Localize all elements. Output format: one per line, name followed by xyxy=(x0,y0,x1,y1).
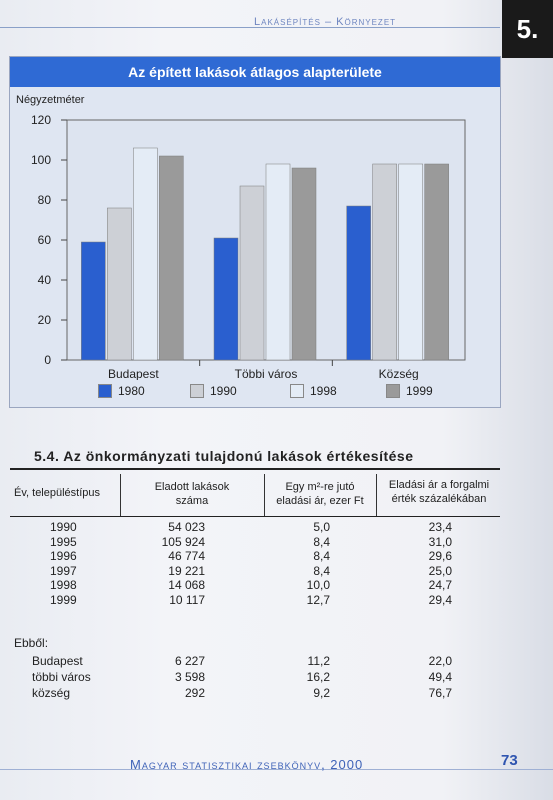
x-category-label: Község xyxy=(379,367,419,380)
col-header-count-line1: Eladott lakások xyxy=(154,481,230,493)
col-divider xyxy=(120,474,121,516)
header-rule xyxy=(0,27,500,28)
legend-label-1980: 1980 xyxy=(118,384,145,398)
row-year: 1998 xyxy=(50,578,77,592)
sub-heading: Ebből: xyxy=(14,636,49,650)
legend-item-1980: 1980 xyxy=(98,384,145,398)
row-year: 1996 xyxy=(50,549,77,563)
table-header-rule xyxy=(10,516,500,517)
bar-1999-0 xyxy=(159,155,184,361)
sub-row-price: 16,2 xyxy=(306,670,330,684)
y-tick-label: 100 xyxy=(31,153,51,167)
sub-row-price: 11,2 xyxy=(307,654,330,668)
row-count: 19 221 xyxy=(168,563,205,578)
x-category-label: Budapest xyxy=(108,367,159,380)
row-year: 1995 xyxy=(50,534,77,549)
y-tick-label: 0 xyxy=(44,353,51,367)
y-tick-label: 40 xyxy=(38,273,52,287)
sub-row-pct: 49,4 xyxy=(428,670,452,684)
col-divider xyxy=(376,474,377,516)
row-price: 8,4 xyxy=(313,549,330,563)
bar-1999-2 xyxy=(424,163,449,361)
col-header-price: Egy m²-re jutó eladási ár, ezer Ft xyxy=(266,480,374,508)
chapter-tab: 5. xyxy=(502,0,553,58)
bar-chart: 0 20 40 60 80 100 120 Budapest Többi város Község xyxy=(31,113,466,380)
bar-1980-2 xyxy=(346,205,371,361)
legend-label-1998: 1998 xyxy=(310,384,337,398)
row-pct: 29,6 xyxy=(428,549,452,563)
row-pct: 29,4 xyxy=(428,592,452,607)
bar-1998-1 xyxy=(265,163,291,361)
bar-1998-0 xyxy=(133,147,158,361)
table-top-rule xyxy=(10,468,500,470)
col-header-price-line2: eladási ár, ezer Ft xyxy=(276,495,364,507)
bar-1990-0 xyxy=(107,207,132,361)
bar-1999-1 xyxy=(291,167,317,361)
row-year: 1997 xyxy=(50,563,77,578)
x-category-label: Többi város xyxy=(235,367,298,380)
sub-row-price: 9,2 xyxy=(313,686,330,700)
row-pct: 24,7 xyxy=(428,578,452,592)
legend-item-1999: 1999 xyxy=(386,384,433,398)
row-count: 54 023 xyxy=(168,520,205,534)
col-header-count-line2: száma xyxy=(175,495,209,507)
row-year: 1999 xyxy=(50,592,77,607)
sub-row-pct: 22,0 xyxy=(428,654,452,668)
sub-row-count: 292 xyxy=(184,686,205,700)
page-number: 73 xyxy=(501,752,518,769)
row-price: 8,4 xyxy=(313,534,330,549)
row-pct: 23,4 xyxy=(428,520,452,534)
sub-row-label: község xyxy=(32,686,71,700)
bar-1990-2 xyxy=(372,163,397,361)
col-divider xyxy=(264,474,265,516)
col-header-price-line1: Egy m²-re jutó xyxy=(285,481,355,493)
bar-1980-1 xyxy=(213,237,239,361)
table-title: 5.4. Az önkormányzati tulajdonú lakások … xyxy=(34,448,414,464)
legend-swatch-1990 xyxy=(190,384,204,398)
row-price: 8,4 xyxy=(313,563,330,578)
bar-1990-1 xyxy=(239,185,265,361)
col-header-pct-line1: Eladási ár a forgalmi xyxy=(388,479,490,491)
running-header: Lakásépítés – Környezet xyxy=(254,16,397,28)
legend-swatch-1998 xyxy=(290,384,304,398)
col-header-pct: Eladási ár a forgalmi érték százalékában xyxy=(378,478,500,506)
col-header-count: Eladott lakások száma xyxy=(122,480,262,508)
row-count: 10 117 xyxy=(169,592,205,607)
sub-row-count: 3 598 xyxy=(174,670,205,684)
legend-label-1990: 1990 xyxy=(210,384,237,398)
row-year: 1990 xyxy=(50,520,77,534)
y-tick-label: 60 xyxy=(38,233,52,247)
sub-row-label: Budapest xyxy=(32,654,83,668)
y-tick-label: 120 xyxy=(31,113,51,127)
y-tick-label: 80 xyxy=(38,193,52,207)
y-axis-unit-label: Négyzetméter xyxy=(16,94,85,106)
row-count: 14 068 xyxy=(168,578,205,592)
row-count: 105 924 xyxy=(161,534,205,549)
legend-swatch-1999 xyxy=(386,384,400,398)
row-price: 10,0 xyxy=(306,578,330,592)
footer-rule xyxy=(0,769,553,770)
row-price: 5,0 xyxy=(313,520,330,534)
sub-row-pct: 76,7 xyxy=(428,686,452,700)
chart-title: Az épített lakások átlagos alapterülete xyxy=(10,57,500,87)
sub-row-count: 6 227 xyxy=(174,654,205,668)
col-header-pct-line2: érték százalékában xyxy=(391,493,487,505)
row-price: 12,7 xyxy=(306,592,330,607)
row-pct: 31,0 xyxy=(428,534,452,549)
y-tick-label: 20 xyxy=(38,313,52,327)
bar-1980-0 xyxy=(81,241,106,361)
sub-row-label: többi város xyxy=(32,670,91,684)
row-count: 46 774 xyxy=(168,549,205,563)
legend-swatch-1980 xyxy=(98,384,112,398)
col-header-year-type: Év, településtípus xyxy=(14,487,101,499)
legend-item-1990: 1990 xyxy=(190,384,237,398)
bar-1998-2 xyxy=(398,163,423,361)
legend-item-1998: 1998 xyxy=(290,384,337,398)
footer-title: Magyar statisztikai zsebkönyv, 2000 xyxy=(130,757,364,772)
row-pct: 25,0 xyxy=(428,563,452,578)
legend-label-1999: 1999 xyxy=(406,384,433,398)
